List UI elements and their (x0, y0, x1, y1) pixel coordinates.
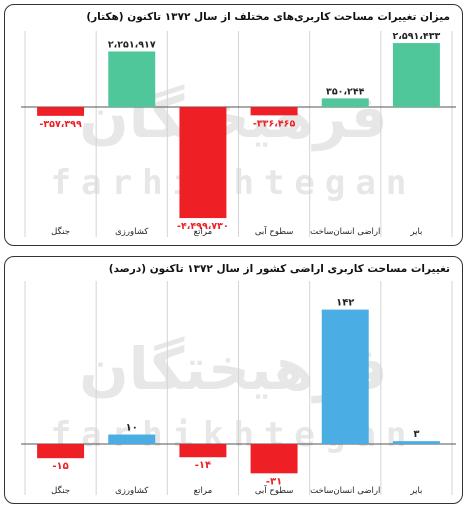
category-label: مراتع (194, 486, 213, 496)
bar (321, 98, 369, 108)
bar (392, 441, 440, 444)
data-label: -۱۵ (52, 461, 68, 472)
category-label: بایر (409, 486, 422, 496)
data-label: -۳۵۷،۳۹۹ (39, 119, 82, 130)
bar-chart-area: ۲،۵۹۱،۴۳۳ بایر ۳۵۰،۲۴۴ اراضی انسان‌ساخت -۳۳۶… (21, 31, 456, 237)
data-label: ۲،۲۵۱،۹۱۷ (108, 39, 156, 50)
data-label: ۱۴۲ (336, 298, 354, 309)
category-label: اراضی انسان‌ساخت (310, 486, 380, 496)
bar (179, 107, 227, 219)
bar (37, 107, 85, 116)
category-label: سطوح آبی (255, 484, 294, 496)
bar (321, 309, 369, 444)
bar (37, 443, 85, 459)
bar (179, 443, 227, 458)
bar (250, 107, 298, 116)
data-label: -۳۳۶،۴۶۵ (253, 118, 296, 129)
category-label: جنگل (51, 485, 70, 496)
chart-title-area: میزان تغییرات مساحت کاربری‌های مختلف از … (86, 11, 450, 23)
category-label: کشاورزی (115, 486, 149, 496)
chart-panel-area: فرهیختگان farhikhtegan ۲،۵۹۱،۴۳۳ بایر ۳۵۰،… (4, 4, 463, 246)
bar (250, 443, 298, 474)
data-label: ۲،۵۹۱،۴۳۳ (393, 31, 441, 42)
bar (392, 43, 440, 108)
category-label: اراضی انسان‌ساخت (310, 227, 380, 237)
chart-panel-percent: فرهیختگان farhikhtegan ۳ بایر ۱۴۲ اراضی انس… (4, 256, 463, 504)
category-label: بایر (409, 227, 422, 237)
data-label: -۱۴ (195, 460, 211, 471)
category-label: جنگل (51, 226, 70, 237)
bar (108, 434, 156, 444)
data-label: -۳۱ (266, 476, 282, 487)
data-label: ۳۵۰،۲۴۴ (326, 86, 365, 97)
bar (108, 51, 156, 108)
data-label: -۴،۴۹۹،۷۳۰ (177, 221, 229, 232)
data-label: ۱۰ (126, 423, 138, 434)
data-label: ۳ (413, 429, 419, 440)
category-label: مراتع (194, 227, 213, 237)
category-label: سطوح آبی (255, 225, 294, 237)
category-label: کشاورزی (115, 227, 149, 237)
chart-title-percent: تغییرات مساحت کاربری اراضی کشور از سال ۱… (108, 263, 450, 275)
